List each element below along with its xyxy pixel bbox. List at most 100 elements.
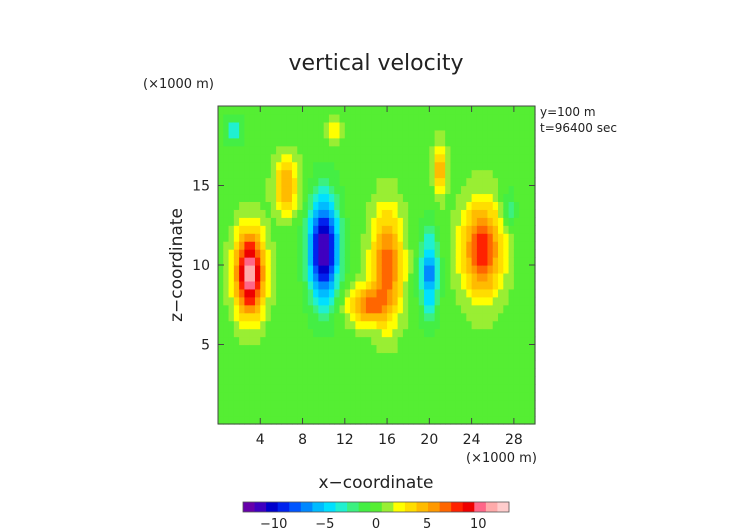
heatmap-cell	[276, 352, 282, 361]
heatmap-cell	[524, 121, 531, 131]
heatmap-cell	[392, 145, 399, 155]
heatmap-cell	[476, 312, 483, 322]
heatmap-cell	[519, 145, 526, 155]
heatmap-cell	[476, 137, 483, 147]
heatmap-cell	[291, 169, 298, 179]
heatmap-cell	[529, 280, 536, 290]
heatmap-cell	[487, 320, 494, 330]
heatmap-cell	[297, 201, 304, 210]
heatmap-cell	[392, 265, 399, 274]
heatmap-cell	[334, 312, 341, 322]
heatmap-cell	[498, 129, 504, 139]
heatmap-cell	[371, 344, 378, 354]
heatmap-cell	[239, 106, 246, 115]
heatmap-cell	[355, 249, 362, 258]
heatmap-cell	[371, 392, 378, 401]
heatmap-cell	[434, 280, 441, 290]
heatmap-cell	[365, 352, 372, 361]
heatmap-cell	[455, 376, 462, 385]
heatmap-cell	[434, 384, 441, 393]
heatmap-cell	[508, 328, 515, 338]
heatmap-cell	[307, 169, 314, 179]
heatmap-cell	[445, 209, 452, 218]
heatmap-cell	[445, 169, 452, 179]
heatmap-cell	[466, 249, 473, 258]
heatmap-cell	[466, 241, 473, 250]
heatmap-cell	[313, 241, 319, 250]
heatmap-cell	[498, 320, 504, 330]
heatmap-cell	[223, 233, 230, 242]
heatmap-cell	[413, 233, 420, 242]
heatmap-cell	[434, 336, 441, 346]
heatmap-cell	[313, 201, 319, 210]
heatmap-cell	[286, 344, 293, 354]
heatmap-cell	[413, 185, 420, 195]
heatmap-cell	[223, 280, 230, 290]
heatmap-cell	[233, 241, 240, 250]
colorbar-swatch	[462, 502, 475, 512]
heatmap-cell	[260, 145, 267, 155]
heatmap-cell	[233, 408, 240, 417]
heatmap-cell	[424, 201, 430, 210]
heatmap-cell	[291, 336, 298, 346]
heatmap-cell	[244, 400, 251, 409]
heatmap-cell	[313, 265, 319, 274]
heatmap-cell	[408, 312, 415, 322]
heatmap-cell	[313, 336, 319, 346]
heatmap-cell	[218, 336, 224, 346]
heatmap-cell	[344, 368, 351, 377]
heatmap-cell	[429, 137, 436, 147]
heatmap-cell	[334, 137, 341, 147]
heatmap-cell	[350, 296, 356, 306]
heatmap-cell	[482, 241, 489, 250]
heatmap-cell	[218, 416, 224, 425]
heatmap-cell	[402, 106, 409, 115]
heatmap-cell	[402, 265, 409, 274]
heatmap-cell	[392, 352, 399, 361]
heatmap-cell	[249, 161, 256, 171]
heatmap-cell	[429, 145, 436, 155]
heatmap-cell	[313, 392, 319, 401]
heatmap-cell	[228, 328, 235, 338]
heatmap-cell	[402, 336, 409, 346]
heatmap-cell	[244, 121, 251, 131]
heatmap-cell	[334, 113, 341, 123]
heatmap-cell	[239, 272, 246, 282]
heatmap-cell	[254, 376, 261, 385]
heatmap-cell	[508, 288, 515, 298]
heatmap-cell	[529, 225, 536, 234]
heatmap-cell	[508, 177, 515, 187]
heatmap-cell	[323, 384, 330, 393]
heatmap-cell	[524, 137, 531, 147]
heatmap-cell	[307, 304, 314, 314]
heatmap-cell	[334, 265, 341, 274]
heatmap-cell	[424, 217, 430, 226]
heatmap-cell	[291, 249, 298, 258]
heatmap-cell	[387, 185, 393, 195]
heatmap-cell	[529, 360, 536, 369]
heatmap-cell	[355, 129, 362, 139]
heatmap-cell	[466, 161, 473, 171]
heatmap-cell	[339, 161, 346, 171]
heatmap-cell	[218, 312, 224, 322]
heatmap-cell	[365, 209, 372, 218]
heatmap-cell	[286, 392, 293, 401]
heatmap-cell	[307, 296, 314, 306]
heatmap-cell	[450, 201, 457, 210]
heatmap-cell	[270, 400, 277, 409]
heatmap-cell	[360, 129, 367, 139]
heatmap-cell	[339, 169, 346, 179]
heatmap-cell	[482, 121, 489, 131]
heatmap-cell	[344, 193, 351, 202]
heatmap-cell	[450, 209, 457, 218]
heatmap-cell	[350, 153, 356, 163]
heatmap-cell	[503, 360, 510, 369]
heatmap-cell	[381, 145, 388, 155]
heatmap-cell	[244, 137, 251, 147]
heatmap-cell	[466, 113, 473, 123]
heatmap-cell	[239, 312, 246, 322]
heatmap-cell	[302, 137, 309, 147]
heatmap-cell	[439, 241, 446, 250]
heatmap-cell	[476, 296, 483, 306]
colorbar-swatch	[300, 502, 313, 512]
